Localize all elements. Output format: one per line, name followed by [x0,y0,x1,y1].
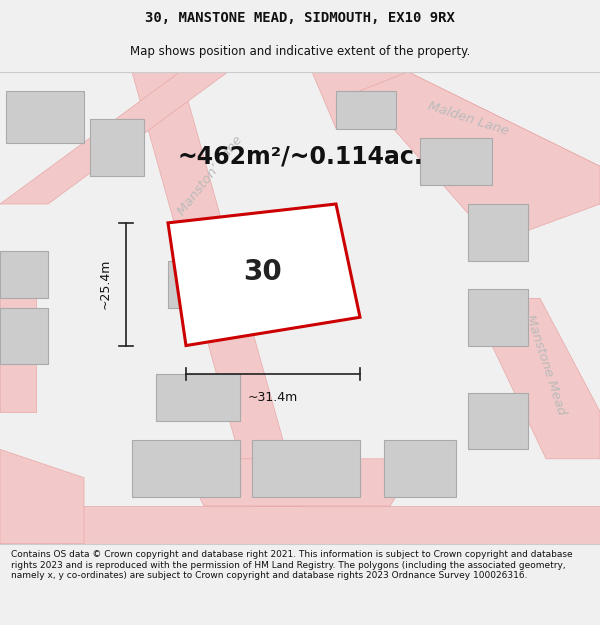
Polygon shape [492,298,600,459]
Polygon shape [180,459,420,506]
Text: Contains OS data © Crown copyright and database right 2021. This information is : Contains OS data © Crown copyright and d… [11,550,572,580]
Polygon shape [156,374,240,421]
Text: Manstone Mead: Manstone Mead [524,312,568,416]
Polygon shape [384,440,456,496]
Polygon shape [360,72,600,237]
Polygon shape [0,449,84,544]
Text: Malden Lane: Malden Lane [426,100,510,138]
Polygon shape [468,392,528,449]
Polygon shape [0,308,48,364]
Polygon shape [336,91,396,129]
Text: Manston’ Lane: Manston’ Lane [175,134,245,218]
Text: ~462m²/~0.114ac.: ~462m²/~0.114ac. [177,145,423,169]
Polygon shape [132,72,312,544]
Polygon shape [0,251,48,298]
Text: 30, MANSTONE MEAD, SIDMOUTH, EX10 9RX: 30, MANSTONE MEAD, SIDMOUTH, EX10 9RX [145,11,455,25]
Polygon shape [0,506,600,544]
Text: ~31.4m: ~31.4m [248,391,298,404]
Polygon shape [468,289,528,346]
Polygon shape [468,204,528,261]
Polygon shape [6,91,84,142]
Text: ~25.4m: ~25.4m [98,259,112,309]
Polygon shape [168,261,240,308]
Polygon shape [312,72,600,204]
Polygon shape [132,440,240,496]
Polygon shape [252,440,360,496]
Polygon shape [0,261,36,412]
Polygon shape [420,138,492,185]
Polygon shape [168,204,360,346]
Polygon shape [90,119,144,176]
Polygon shape [0,72,228,204]
Text: 30: 30 [243,258,282,286]
Text: Map shows position and indicative extent of the property.: Map shows position and indicative extent… [130,45,470,58]
